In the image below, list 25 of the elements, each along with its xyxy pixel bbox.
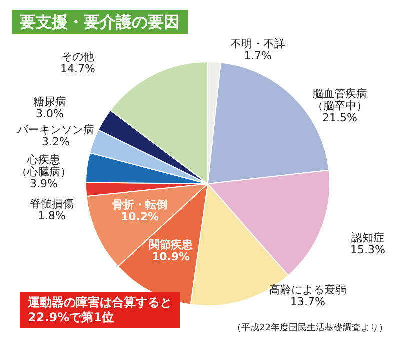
data-label: 3.0% (36, 108, 64, 120)
data-label: 1.8% (38, 210, 66, 222)
slice-label: その他 (62, 50, 94, 64)
data-label: 21.5% (322, 112, 358, 124)
slice-label: 高齢による衰弱 (270, 284, 346, 296)
data-label: 10.9% (152, 250, 190, 264)
slice-label: 認知症 (352, 232, 384, 244)
data-label: 13.7% (290, 296, 326, 308)
data-label: 3.9% (30, 178, 58, 190)
data-label: 1.7% (244, 50, 272, 62)
data-label: 3.2% (42, 136, 70, 148)
text: （平成22年度国民生活基礎調査より） (232, 322, 388, 334)
slice-label: 心疾患（心臓病） (16, 154, 72, 178)
data-label: 14.7% (60, 62, 96, 76)
slice-label: 関節疾患 (149, 238, 194, 252)
slice-label: 糖尿病 (34, 96, 66, 108)
slice-label: 不明・不詳 (230, 38, 286, 50)
slice-label: 骨折・転倒 (112, 198, 168, 212)
data-label: 15.3% (350, 244, 386, 256)
slice-label: パーキンソン病 (16, 124, 94, 136)
data-label: 10.2% (120, 210, 160, 224)
slice-label: 脊髄損傷 (30, 198, 74, 210)
text: 運動器の障害は合算すると 22.9%で第1位 (27, 296, 172, 324)
slice-label: 脳血管疾病（脳卒中） (312, 88, 368, 112)
chart-title: 要支援・要介護の要因 (19, 12, 180, 32)
